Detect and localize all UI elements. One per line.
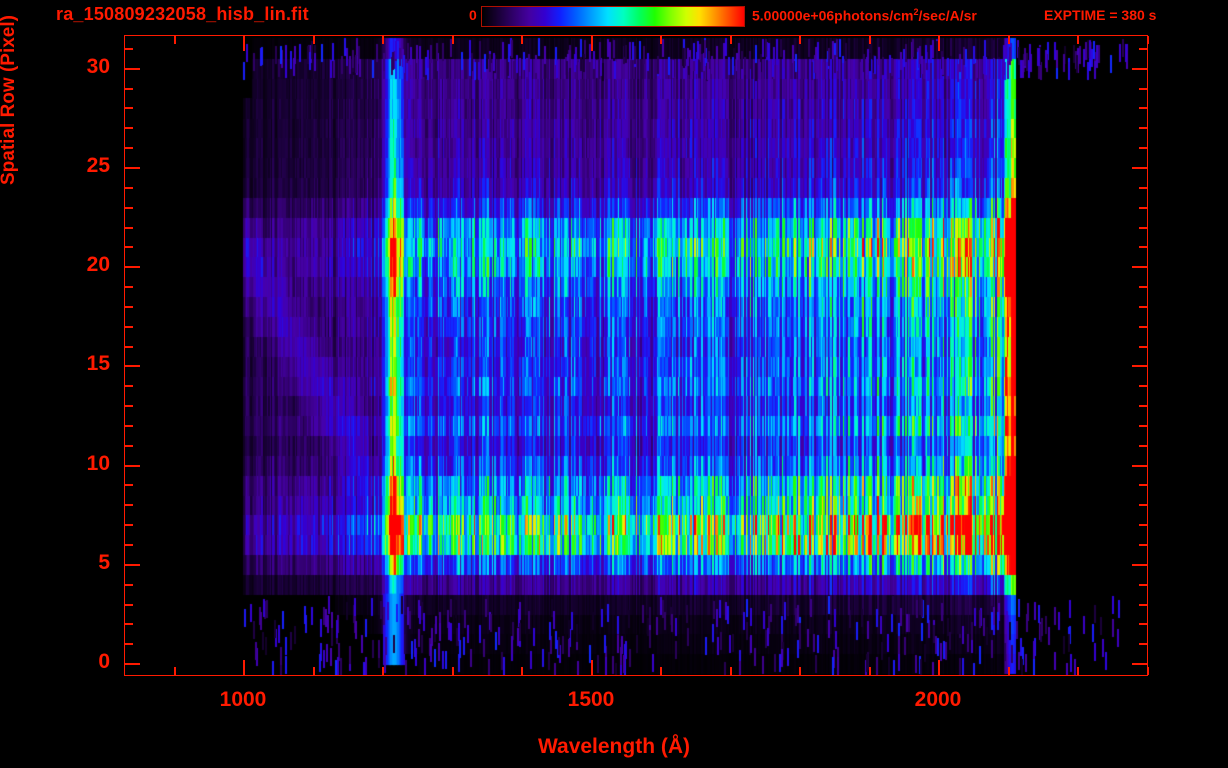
colorbar xyxy=(481,6,745,27)
colorbar-max-value: 5.00000e+06 xyxy=(752,7,835,24)
colorbar-units-suffix: /sec/A/sr xyxy=(918,7,977,24)
y-axis-tick-label: 20 xyxy=(86,253,110,276)
colorbar-max-label: 5.00000e+06photons/cm2/sec/A/sr xyxy=(752,7,977,24)
colorbar-units-prefix: photons/cm xyxy=(834,7,914,24)
spectrogram-plot-area[interactable] xyxy=(124,35,1148,676)
y-axis-title: Spatial Row (Pixel) xyxy=(0,15,19,185)
x-axis-tick-label: 2000 xyxy=(914,688,962,711)
colorbar-units-exponent: 2 xyxy=(913,7,919,17)
colorbar-min-label: 0 xyxy=(469,7,477,23)
x-axis-title: Wavelength (Å) xyxy=(537,735,691,758)
y-axis-tick-label: 5 xyxy=(98,551,110,574)
y-axis-tick-label: 15 xyxy=(86,352,110,375)
x-axis-tick-label: 1000 xyxy=(219,688,267,711)
x-axis-tick-label: 1500 xyxy=(567,688,615,711)
exptime-label: EXPTIME = 380 s xyxy=(1044,7,1157,23)
y-axis-tick-label: 10 xyxy=(86,452,110,475)
spectrogram-heatmap xyxy=(125,36,1147,675)
y-axis-tick-label: 0 xyxy=(98,650,110,673)
page-title: ra_150809232058_hisb_lin.fit xyxy=(56,4,309,24)
